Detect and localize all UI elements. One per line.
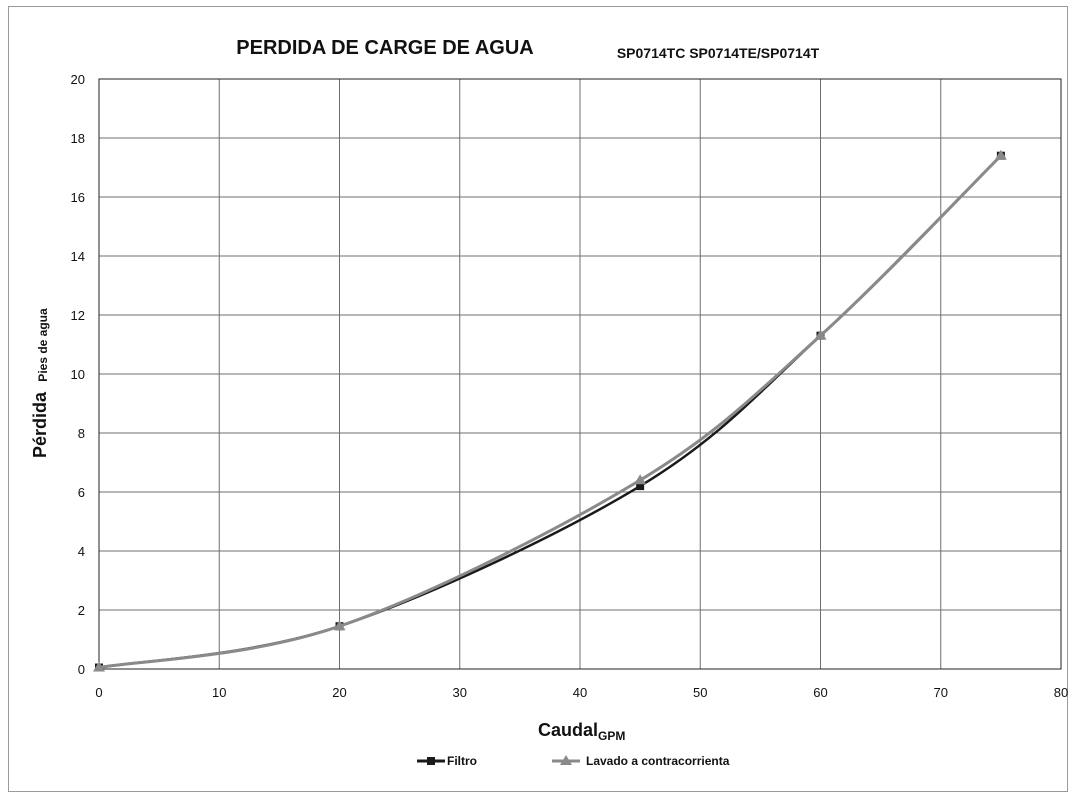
legend-marker	[560, 755, 572, 765]
legend-item: Lavado a contracorrienta	[552, 754, 730, 768]
data-point	[93, 661, 105, 672]
x-tick-label: 70	[934, 685, 948, 700]
data-point	[333, 620, 346, 631]
y-tick-label: 18	[71, 131, 85, 146]
legend-label: Filtro	[447, 754, 477, 768]
y-tick-label: 0	[78, 662, 85, 677]
y-tick-label: 8	[78, 426, 85, 441]
series-line	[98, 154, 1002, 670]
plot-frame	[98, 78, 1062, 670]
data-point	[994, 149, 1007, 160]
y-tick-label: 16	[71, 190, 85, 205]
legend-label: Lavado a contracorrienta	[586, 754, 730, 768]
y-tick-label: 4	[78, 544, 85, 559]
x-tick-label: 0	[95, 685, 102, 700]
x-tick-label: 80	[1054, 685, 1068, 700]
series-lavado	[93, 149, 1007, 672]
chart-subtitle: SP0714TC SP0714TE/SP0714T	[617, 45, 820, 61]
x-tick-label: 10	[212, 685, 226, 700]
y-tick-label: 10	[71, 367, 85, 382]
legend-item: Filtro	[417, 754, 477, 768]
y-tick-label: 2	[78, 603, 85, 618]
x-axis-unit: GPM	[598, 729, 625, 743]
x-tick-label: 20	[332, 685, 346, 700]
x-axis-title: Caudal	[538, 720, 598, 740]
series-filtro	[95, 151, 1005, 672]
series-line	[98, 154, 1002, 669]
data-point	[636, 482, 645, 491]
x-tick-label: 60	[813, 685, 827, 700]
y-tick-label: 20	[71, 72, 85, 87]
y-axis-unit: Pies de agua	[36, 308, 50, 382]
y-tick-label: 12	[71, 308, 85, 323]
data-point	[634, 474, 647, 485]
x-tick-label: 50	[693, 685, 707, 700]
data-point	[814, 329, 827, 340]
y-tick-label: 14	[71, 249, 85, 264]
x-axis-ticks: 0 10 20 30 40 50 60 70 80	[95, 685, 1068, 700]
legend-marker	[427, 757, 435, 765]
legend: Filtro Lavado a contracorrienta	[417, 754, 730, 768]
x-tick-label: 40	[573, 685, 587, 700]
x-tick-label: 30	[453, 685, 467, 700]
y-axis-title: Pérdida	[30, 391, 50, 458]
y-tick-label: 6	[78, 485, 85, 500]
chart-title: PERDIDA DE CARGE DE AGUA	[236, 37, 533, 59]
series	[93, 149, 1007, 672]
page-border	[8, 6, 1068, 792]
grid	[99, 79, 1061, 669]
y-axis-ticks: 0 2 4 6 8 10 12 14 16 18 20	[71, 72, 85, 677]
